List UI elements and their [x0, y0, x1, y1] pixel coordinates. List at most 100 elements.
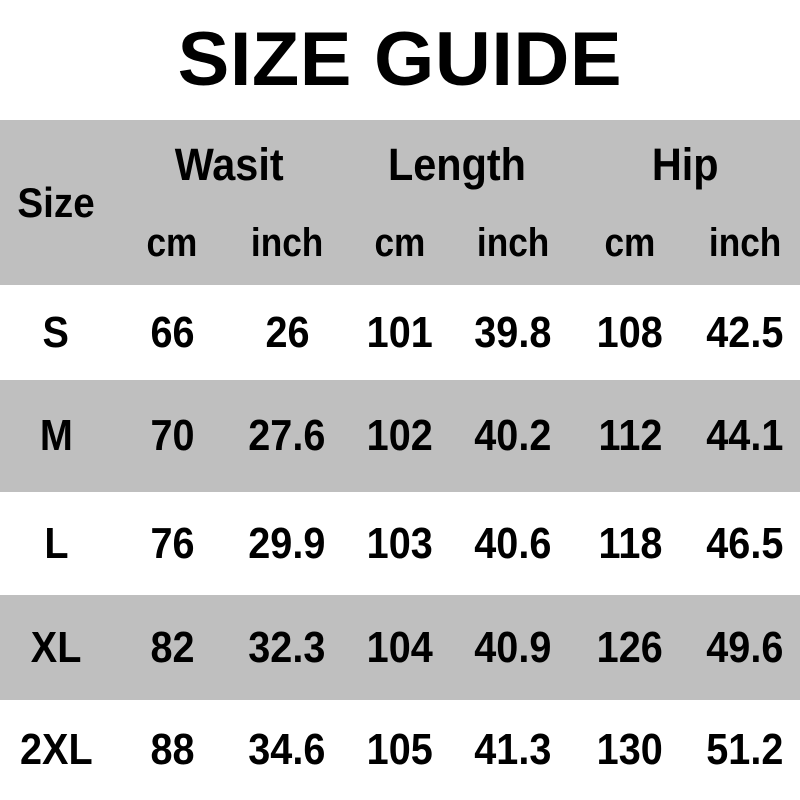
- cell-length-cm: 105: [344, 700, 456, 800]
- cell-length-cm: 104: [344, 595, 456, 700]
- column-header-waist-inch: inch: [230, 218, 344, 268]
- cell-length-inch: 40.6: [456, 492, 570, 595]
- cell-size: 2XL: [0, 700, 112, 800]
- cell-waist-inch: 27.6: [230, 380, 344, 492]
- table-row: XL 82 32.3 104 40.9 126 49.6: [0, 595, 800, 700]
- cell-size: S: [0, 285, 112, 380]
- column-header-size: Size: [0, 120, 112, 285]
- cell-hip-cm-text: 118: [598, 518, 662, 568]
- cell-length-cm-text: 101: [366, 307, 434, 357]
- cell-size-text: 2XL: [19, 725, 93, 774]
- cell-waist-inch-text: 26: [264, 307, 310, 357]
- cell-hip-cm: 112: [570, 380, 690, 492]
- column-header-length-inch-label: inch: [476, 221, 550, 265]
- cell-waist-cm-text: 66: [149, 307, 195, 357]
- cell-waist-inch-text: 32.3: [248, 622, 326, 672]
- cell-waist-inch: 29.9: [230, 492, 344, 595]
- column-header-hip-cm-label: cm: [604, 221, 656, 265]
- column-group-header-waist-label: Wasit: [174, 138, 284, 190]
- column-header-size-label: Size: [17, 178, 95, 226]
- cell-size-text: M: [39, 411, 73, 460]
- cell-length-cm-text: 102: [366, 411, 434, 460]
- cell-hip-inch-text: 42.5: [706, 307, 784, 357]
- cell-waist-cm: 82: [114, 595, 230, 700]
- cell-hip-cm: 126: [570, 595, 690, 700]
- page-title: SIZE GUIDE: [177, 17, 623, 102]
- column-header-waist-inch-label: inch: [250, 221, 324, 265]
- table-row: 2XL 88 34.6 105 41.3 130 51.2: [0, 700, 800, 800]
- cell-waist-cm-text: 70: [149, 411, 195, 460]
- cell-length-inch-text: 40.9: [474, 622, 552, 672]
- cell-waist-inch-text: 27.6: [248, 411, 326, 460]
- cell-length-cm: 101: [344, 285, 456, 380]
- cell-size-text: S: [42, 307, 70, 357]
- cell-length-inch: 39.8: [456, 285, 570, 380]
- cell-size-text: XL: [30, 622, 82, 672]
- column-header-length-cm: cm: [344, 218, 456, 268]
- column-header-hip-cm: cm: [570, 218, 690, 268]
- column-header-hip-inch-label: inch: [708, 221, 782, 265]
- cell-hip-inch-text: 44.1: [706, 411, 784, 460]
- cell-length-inch: 40.9: [456, 595, 570, 700]
- column-group-header-hip: Hip: [570, 138, 800, 190]
- column-header-waist-cm-label: cm: [146, 221, 198, 265]
- cell-hip-cm: 108: [570, 285, 690, 380]
- cell-waist-cm-text: 88: [149, 725, 195, 774]
- cell-length-cm: 103: [344, 492, 456, 595]
- cell-size: M: [0, 380, 112, 492]
- cell-length-cm-text: 105: [366, 725, 434, 774]
- cell-length-cm-text: 103: [366, 518, 434, 568]
- cell-size: L: [0, 492, 112, 595]
- cell-hip-cm: 130: [570, 700, 690, 800]
- cell-hip-inch: 51.2: [690, 700, 800, 800]
- cell-hip-inch: 44.1: [690, 380, 800, 492]
- column-group-header-length: Length: [344, 138, 570, 190]
- cell-hip-inch: 46.5: [690, 492, 800, 595]
- cell-size: XL: [0, 595, 112, 700]
- column-header-hip-inch: inch: [690, 218, 800, 268]
- cell-length-inch-text: 40.6: [474, 518, 552, 568]
- cell-hip-inch-text: 46.5: [706, 518, 784, 568]
- cell-hip-cm: 118: [570, 492, 690, 595]
- cell-hip-inch: 49.6: [690, 595, 800, 700]
- title-band: SIZE GUIDE: [0, 0, 800, 120]
- cell-length-cm: 102: [344, 380, 456, 492]
- table-row: L 76 29.9 103 40.6 118 46.5: [0, 492, 800, 595]
- size-table: Size Wasit Length Hip cm inch: [0, 120, 800, 800]
- cell-hip-inch: 42.5: [690, 285, 800, 380]
- cell-hip-cm-text: 130: [596, 725, 664, 774]
- table-row: M 70 27.6 102 40.2 112 44.1: [0, 380, 800, 492]
- cell-waist-inch-text: 29.9: [248, 518, 326, 568]
- cell-hip-cm-text: 126: [596, 622, 664, 672]
- cell-waist-cm-text: 82: [149, 622, 195, 672]
- cell-hip-cm-text: 112: [598, 411, 662, 460]
- column-header-length-cm-label: cm: [374, 221, 426, 265]
- cell-hip-cm-text: 108: [596, 307, 664, 357]
- cell-length-inch-text: 39.8: [474, 307, 552, 357]
- cell-length-cm-text: 104: [366, 622, 434, 672]
- cell-waist-cm: 88: [114, 700, 230, 800]
- cell-waist-inch: 26: [230, 285, 344, 380]
- column-group-header-hip-label: Hip: [651, 138, 719, 190]
- cell-hip-inch-text: 51.2: [706, 725, 784, 774]
- cell-length-inch: 40.2: [456, 380, 570, 492]
- cell-size-text: L: [43, 518, 69, 568]
- cell-hip-inch-text: 49.6: [706, 622, 784, 672]
- table-row: S 66 26 101 39.8 108 42.5: [0, 285, 800, 380]
- cell-waist-cm: 76: [114, 492, 230, 595]
- column-group-header-length-label: Length: [388, 138, 526, 190]
- cell-waist-inch: 32.3: [230, 595, 344, 700]
- cell-waist-cm: 70: [114, 380, 230, 492]
- cell-length-inch: 41.3: [456, 700, 570, 800]
- cell-waist-inch-text: 34.6: [248, 725, 326, 774]
- cell-waist-cm: 66: [114, 285, 230, 380]
- cell-waist-inch: 34.6: [230, 700, 344, 800]
- cell-length-inch-text: 41.3: [474, 725, 552, 774]
- column-header-waist-cm: cm: [114, 218, 230, 268]
- table-header-row: Size Wasit Length Hip cm inch: [0, 120, 800, 285]
- column-header-length-inch: inch: [456, 218, 570, 268]
- cell-length-inch-text: 40.2: [474, 411, 552, 460]
- column-group-header-waist: Wasit: [114, 138, 344, 190]
- cell-waist-cm-text: 76: [149, 518, 195, 568]
